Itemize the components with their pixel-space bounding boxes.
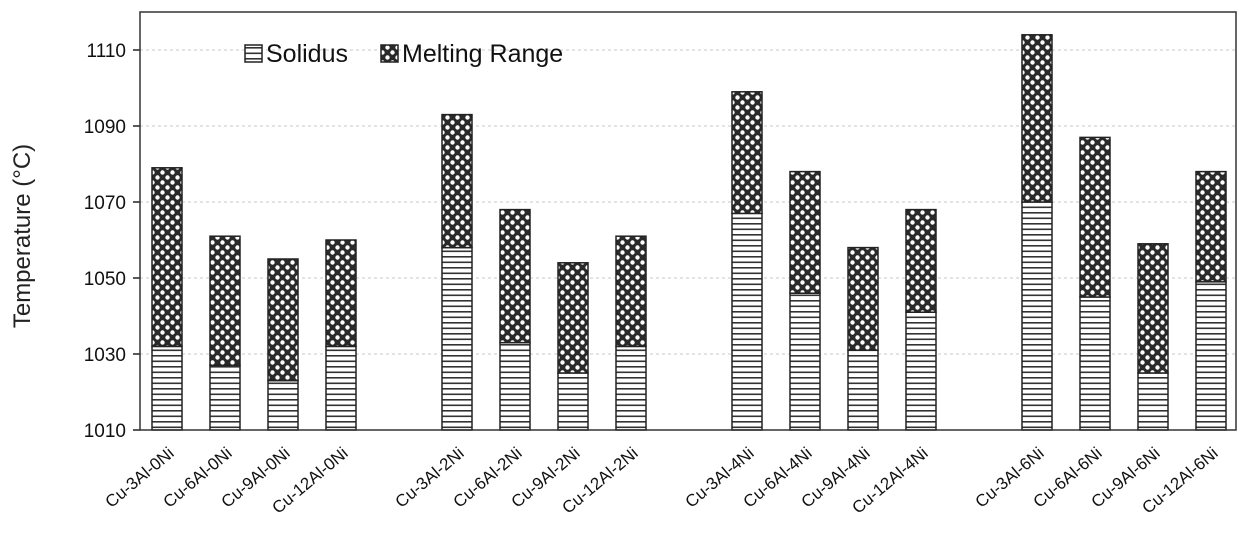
bar-solidus-Cu-12Al-4Ni [905, 311, 937, 431]
bar-melting-range-Cu-6Al-0Ni [209, 235, 241, 367]
bar-melting-range-Cu-12Al-2Ni [615, 235, 647, 348]
y-tick-label: 1090 [84, 117, 126, 138]
legend-label-melting-range: Melting Range [402, 40, 563, 68]
y-tick-label: 1070 [84, 193, 126, 214]
bars [151, 34, 1227, 431]
legend-swatch-melting-range [380, 44, 399, 63]
y-tick-labels: 1010 1030 1050 1070 1090 1110 [84, 41, 126, 442]
bar-melting-range-Cu-3Al-0Ni [151, 167, 183, 348]
bar-melting-range-Cu-9Al-6Ni [1137, 243, 1169, 374]
bar-melting-range-Cu-6Al-2Ni [499, 208, 531, 344]
axes [133, 11, 1237, 431]
y-tick-label: 1050 [84, 269, 126, 290]
plot-frame [139, 11, 1237, 431]
legend-label-solidus: Solidus [266, 40, 348, 68]
bar-solidus-Cu-6Al-6Ni [1079, 296, 1111, 431]
bar-solidus-Cu-9Al-4Ni [847, 349, 879, 431]
grid-lines [140, 49, 1236, 355]
y-tick-label: 1110 [87, 41, 126, 62]
bar-solidus-Cu-3Al-6Ni [1021, 201, 1053, 431]
bar-melting-range-Cu-3Al-2Ni [441, 113, 473, 249]
bar-melting-range-Cu-12Al-0Ni [325, 239, 357, 348]
bar-melting-range-Cu-9Al-2Ni [557, 262, 589, 374]
bar-solidus-Cu-3Al-0Ni [151, 345, 183, 431]
bar-solidus-Cu-9Al-2Ni [557, 372, 589, 431]
bar-solidus-Cu-12Al-0Ni [325, 345, 357, 431]
x-category-labels: Cu-3Al-0NiCu-6Al-0NiCu-9Al-0NiCu-12Al-0N… [102, 444, 1222, 518]
legend: Solidus Melting Range [244, 40, 563, 68]
bar-solidus-Cu-6Al-0Ni [209, 364, 241, 431]
y-tick-label: 1010 [84, 421, 126, 442]
bar-solidus-Cu-3Al-2Ni [441, 246, 473, 431]
y-tick-label: 1030 [84, 345, 126, 366]
bar-solidus-Cu-9Al-0Ni [267, 379, 299, 431]
bar-melting-range-Cu-3Al-4Ni [731, 91, 763, 215]
bar-solidus-Cu-9Al-6Ni [1137, 372, 1169, 431]
bar-melting-range-Cu-9Al-0Ni [267, 258, 299, 382]
bar-melting-range-Cu-6Al-4Ni [789, 170, 821, 294]
bar-melting-range-Cu-12Al-4Ni [905, 208, 937, 313]
y-axis-title: Temperature (°C) [9, 144, 36, 328]
bar-solidus-Cu-3Al-4Ni [731, 212, 763, 431]
bar-solidus-Cu-6Al-4Ni [789, 292, 821, 431]
bar-solidus-Cu-6Al-2Ni [499, 341, 531, 431]
bar-solidus-Cu-12Al-6Ni [1195, 281, 1227, 431]
legend-swatch-solidus [244, 44, 263, 63]
bar-melting-range-Cu-3Al-6Ni [1021, 34, 1053, 203]
bar-solidus-Cu-12Al-2Ni [615, 345, 647, 431]
bar-melting-range-Cu-9Al-4Ni [847, 246, 879, 351]
bar-melting-range-Cu-12Al-6Ni [1195, 170, 1227, 283]
bar-melting-range-Cu-6Al-6Ni [1079, 136, 1111, 298]
